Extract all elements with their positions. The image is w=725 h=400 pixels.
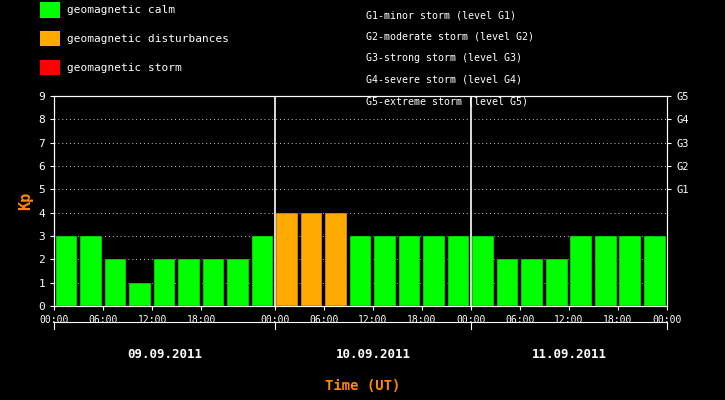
Bar: [301, 213, 323, 306]
Text: G1-minor storm (level G1): G1-minor storm (level G1): [366, 10, 516, 20]
Text: G2-moderate storm (level G2): G2-moderate storm (level G2): [366, 32, 534, 42]
Bar: [546, 259, 568, 306]
Bar: [228, 259, 249, 306]
Bar: [154, 259, 175, 306]
Bar: [80, 236, 102, 306]
Bar: [595, 236, 616, 306]
Bar: [497, 259, 518, 306]
Y-axis label: Kp: Kp: [18, 192, 33, 210]
Text: 10.09.2011: 10.09.2011: [336, 348, 410, 360]
Bar: [374, 236, 396, 306]
Bar: [178, 259, 200, 306]
Bar: [252, 236, 273, 306]
Text: Time (UT): Time (UT): [325, 379, 400, 393]
Bar: [105, 259, 126, 306]
Text: 11.09.2011: 11.09.2011: [531, 348, 607, 360]
Bar: [326, 213, 347, 306]
Bar: [473, 236, 494, 306]
Text: 09.09.2011: 09.09.2011: [127, 348, 202, 360]
Bar: [56, 236, 78, 306]
Bar: [129, 283, 151, 306]
Text: geomagnetic storm: geomagnetic storm: [67, 63, 182, 73]
Bar: [399, 236, 420, 306]
Text: G4-severe storm (level G4): G4-severe storm (level G4): [366, 75, 522, 85]
Bar: [350, 236, 371, 306]
Text: G3-strong storm (level G3): G3-strong storm (level G3): [366, 53, 522, 63]
Bar: [644, 236, 666, 306]
Bar: [423, 236, 445, 306]
Bar: [521, 259, 543, 306]
Bar: [203, 259, 225, 306]
Text: geomagnetic disturbances: geomagnetic disturbances: [67, 34, 229, 44]
Bar: [448, 236, 470, 306]
Text: geomagnetic calm: geomagnetic calm: [67, 5, 175, 15]
Bar: [276, 213, 298, 306]
Bar: [571, 236, 592, 306]
Text: G5-extreme storm (level G5): G5-extreme storm (level G5): [366, 96, 528, 106]
Bar: [619, 236, 641, 306]
